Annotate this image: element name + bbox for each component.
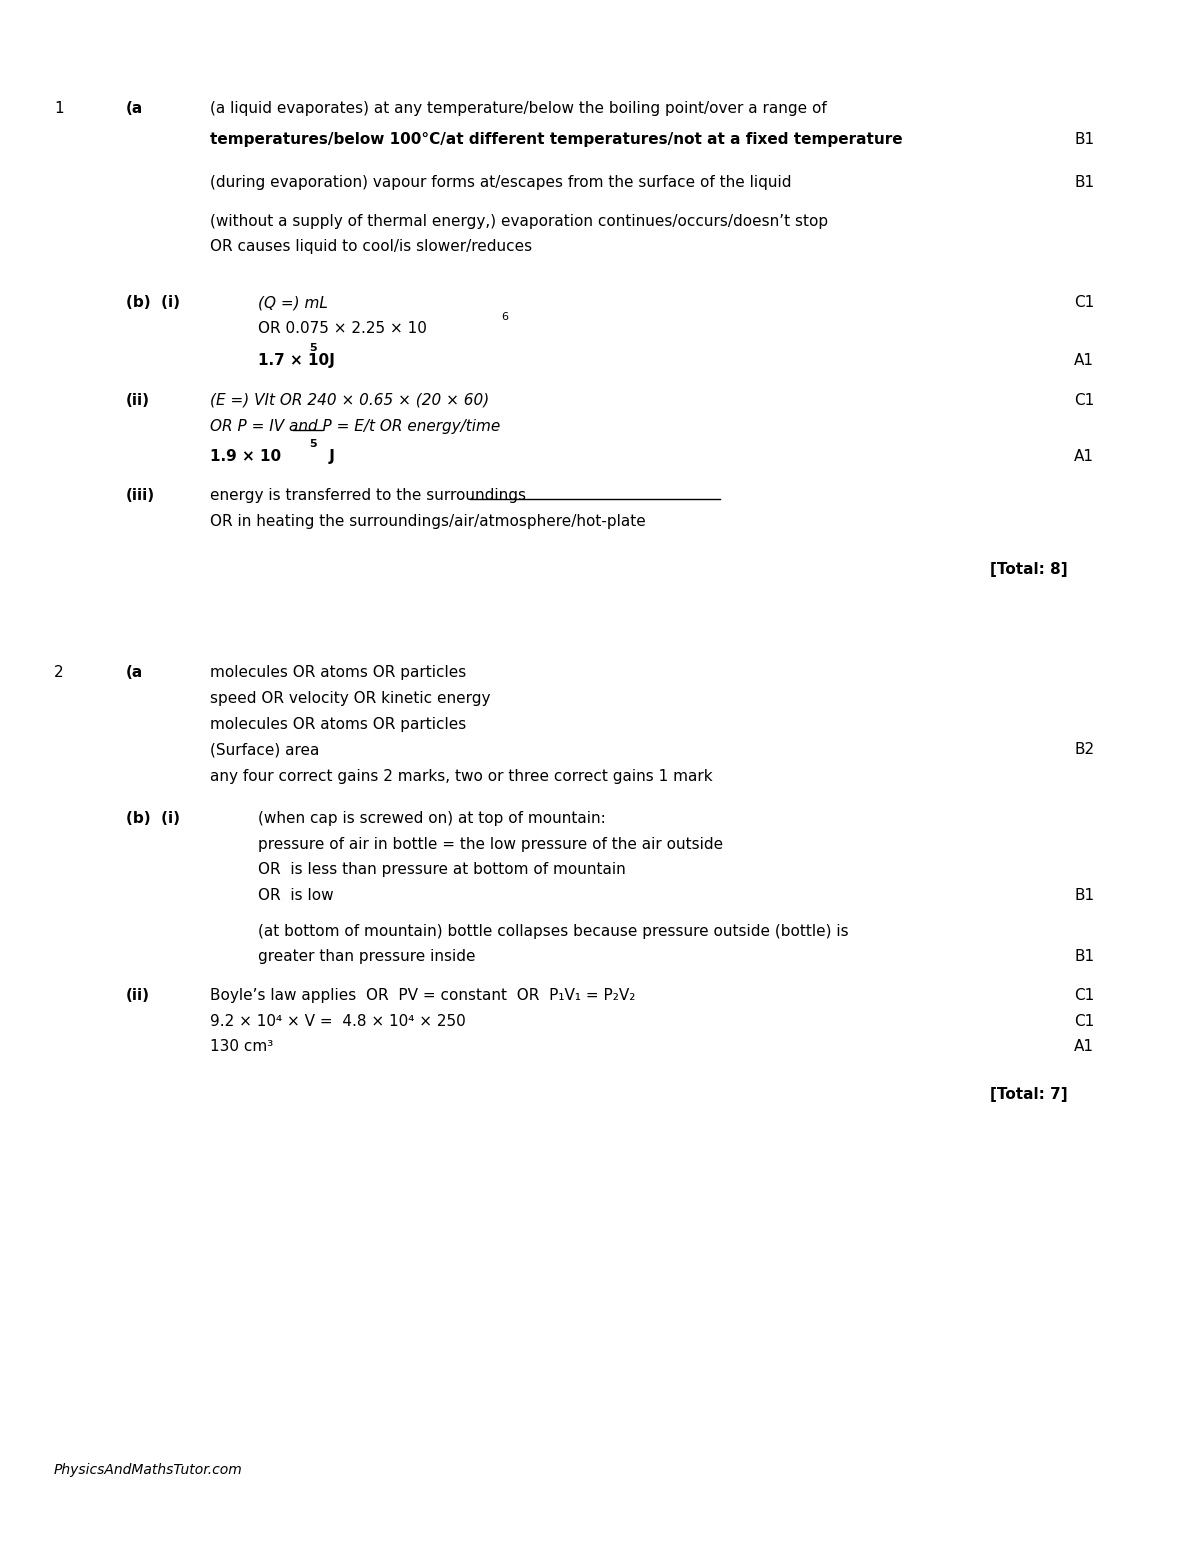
Text: OR 0.075 × 2.25 × 10: OR 0.075 × 2.25 × 10: [258, 321, 427, 337]
Text: (a liquid evaporates) at any temperature/below the boiling point/over a range of: (a liquid evaporates) at any temperature…: [210, 101, 827, 116]
Text: C1: C1: [1074, 1014, 1094, 1030]
Text: (E =) VIt OR 240 × 0.65 × (20 × 60): (E =) VIt OR 240 × 0.65 × (20 × 60): [210, 393, 490, 408]
Text: J: J: [324, 353, 335, 368]
Text: molecules OR atoms OR particles: molecules OR atoms OR particles: [210, 665, 467, 680]
Text: 9.2 × 10⁴ × V =  4.8 × 10⁴ × 250: 9.2 × 10⁴ × V = 4.8 × 10⁴ × 250: [210, 1014, 466, 1030]
Text: (iii): (iii): [126, 488, 155, 503]
Text: OR P = IV and P = E/t OR energy/time: OR P = IV and P = E/t OR energy/time: [210, 419, 500, 435]
Text: (without a supply of thermal energy,) evaporation continues/occurs/doesn’t stop: (without a supply of thermal energy,) ev…: [210, 214, 828, 230]
Text: greater than pressure inside: greater than pressure inside: [258, 949, 475, 964]
Text: [Total: 8]: [Total: 8]: [990, 562, 1068, 578]
Text: 1.9 × 10: 1.9 × 10: [210, 449, 281, 464]
Text: speed OR velocity OR kinetic energy: speed OR velocity OR kinetic energy: [210, 691, 491, 707]
Text: 2: 2: [54, 665, 64, 680]
Text: (b)  (i): (b) (i): [126, 295, 180, 311]
Text: OR  is less than pressure at bottom of mountain: OR is less than pressure at bottom of mo…: [258, 862, 625, 877]
Text: (a: (a: [126, 665, 143, 680]
Text: J: J: [324, 449, 335, 464]
Text: 130 cm³: 130 cm³: [210, 1039, 274, 1054]
Text: (ii): (ii): [126, 393, 150, 408]
Text: OR causes liquid to cool/is slower/reduces: OR causes liquid to cool/is slower/reduc…: [210, 239, 532, 255]
Text: pressure of air in bottle = the low pressure of the air outside: pressure of air in bottle = the low pres…: [258, 837, 724, 853]
Text: PhysicsAndMathsTutor.com: PhysicsAndMathsTutor.com: [54, 1463, 242, 1477]
Text: (when cap is screwed on) at top of mountain:: (when cap is screwed on) at top of mount…: [258, 811, 606, 826]
Text: (Q =) mL: (Q =) mL: [258, 295, 328, 311]
Text: B1: B1: [1074, 175, 1094, 191]
Text: B1: B1: [1074, 888, 1094, 904]
Text: (ii): (ii): [126, 988, 150, 1003]
Text: OR in heating the surroundings/air/atmosphere/hot-plate: OR in heating the surroundings/air/atmos…: [210, 514, 646, 530]
Text: B1: B1: [1074, 132, 1094, 148]
Text: (at bottom of mountain) bottle collapses because pressure outside (bottle) is: (at bottom of mountain) bottle collapses…: [258, 924, 848, 940]
Text: temperatures/below 100°C/at different temperatures/not at a fixed temperature: temperatures/below 100°C/at different te…: [210, 132, 902, 148]
Text: A1: A1: [1074, 449, 1094, 464]
Text: 5: 5: [310, 343, 317, 353]
Text: [Total: 7]: [Total: 7]: [990, 1087, 1068, 1103]
Text: (during evaporation) vapour forms at/escapes from the surface of the liquid: (during evaporation) vapour forms at/esc…: [210, 175, 792, 191]
Text: 5: 5: [310, 439, 317, 449]
Text: B2: B2: [1074, 742, 1094, 758]
Text: (Surface) area: (Surface) area: [210, 742, 319, 758]
Text: molecules OR atoms OR particles: molecules OR atoms OR particles: [210, 717, 467, 733]
Text: 1.7 × 10: 1.7 × 10: [258, 353, 329, 368]
Text: any four correct gains 2 marks, two or three correct gains 1 mark: any four correct gains 2 marks, two or t…: [210, 769, 713, 784]
Text: energy is transferred to the surroundings: energy is transferred to the surrounding…: [210, 488, 526, 503]
Text: Boyle’s law applies  OR  PV = constant  OR  P₁V₁ = P₂V₂: Boyle’s law applies OR PV = constant OR …: [210, 988, 635, 1003]
Text: (b)  (i): (b) (i): [126, 811, 180, 826]
Text: (a: (a: [126, 101, 143, 116]
Text: A1: A1: [1074, 1039, 1094, 1054]
Text: C1: C1: [1074, 393, 1094, 408]
Text: OR  is low: OR is low: [258, 888, 334, 904]
Text: 6: 6: [502, 312, 509, 321]
Text: A1: A1: [1074, 353, 1094, 368]
Text: C1: C1: [1074, 295, 1094, 311]
Text: C1: C1: [1074, 988, 1094, 1003]
Text: 1: 1: [54, 101, 64, 116]
Text: B1: B1: [1074, 949, 1094, 964]
